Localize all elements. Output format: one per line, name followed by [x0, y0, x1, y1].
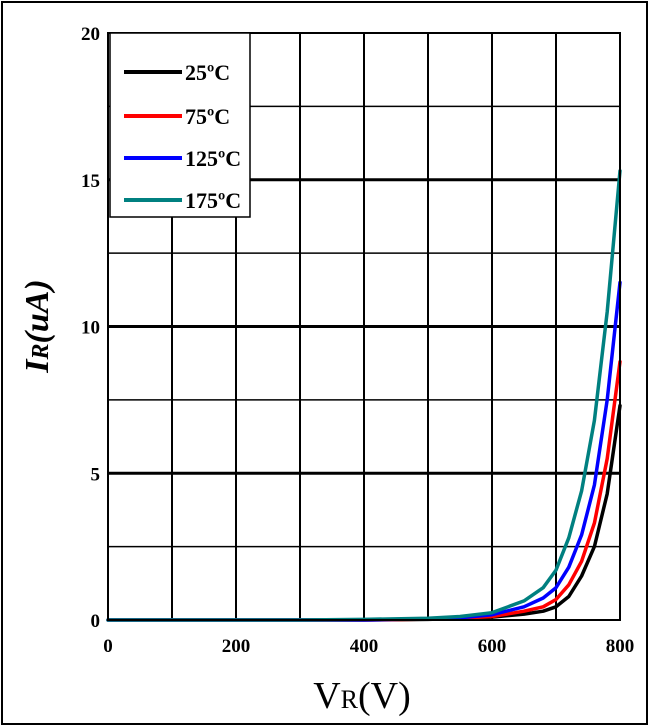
x-axis-label: VR(V)	[313, 675, 411, 717]
x-tick-label: 200	[222, 636, 251, 657]
x-axis-label-main: V	[313, 675, 341, 717]
y-axis-label-rest: (uA)	[19, 279, 56, 343]
x-axis-label-sub: R	[341, 685, 359, 714]
plot-border	[107, 32, 621, 621]
legend: 25ºC 75ºC 125ºC 175ºC	[109, 32, 251, 218]
legend-label-175c: 175ºC	[185, 188, 241, 213]
legend-label-125c: 125ºC	[185, 146, 241, 171]
x-tick-label: 600	[478, 636, 507, 657]
y-axis-label-main: I	[19, 358, 56, 374]
x-axis-label-rest: (V)	[358, 675, 411, 717]
y-tick-label: 10	[81, 318, 100, 339]
y-tick-label: 5	[91, 464, 101, 485]
x-tick-label: 800	[606, 636, 635, 657]
y-axis-label-sub: R	[28, 343, 54, 360]
legend-label-75c: 75ºC	[185, 104, 230, 129]
x-tick-label: 0	[103, 636, 113, 657]
x-tick-label: 400	[350, 636, 379, 657]
y-tick-label: 0	[91, 611, 101, 632]
y-axis-label: IR(uA)	[19, 279, 56, 373]
x-tick-labels: 0 200 400 600 800	[103, 636, 634, 657]
y-tick-labels: 0 5 10 15 20	[81, 24, 100, 632]
y-tick-label: 15	[81, 171, 100, 192]
legend-box	[109, 32, 251, 218]
legend-label-25c: 25ºC	[185, 60, 230, 85]
y-tick-label: 20	[81, 24, 100, 45]
